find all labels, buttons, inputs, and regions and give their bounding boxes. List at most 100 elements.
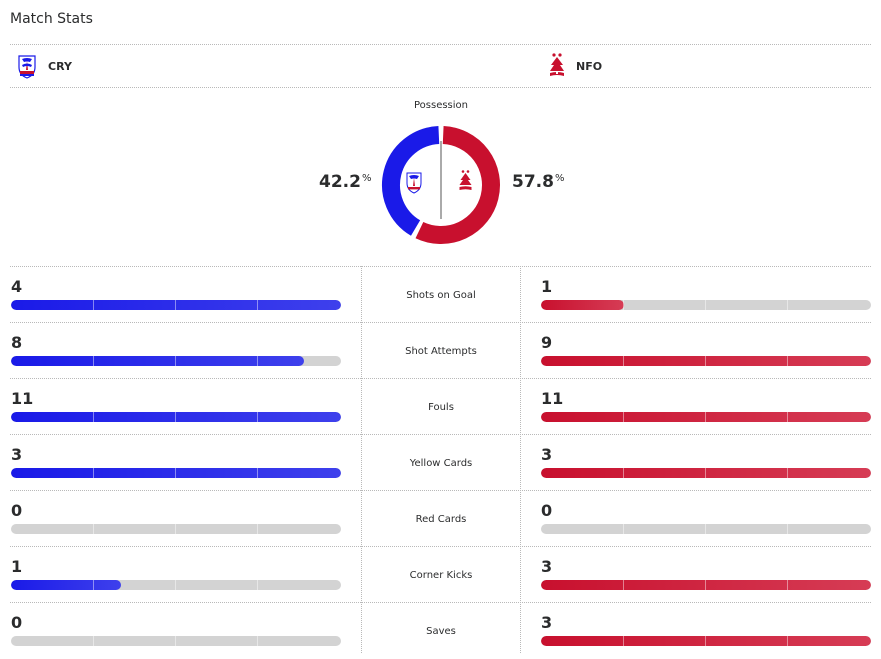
bar-segment-divider bbox=[787, 636, 788, 646]
home-stat-value: 11 bbox=[11, 389, 34, 408]
bar-segment-divider bbox=[257, 412, 258, 422]
home-team-abbr: CRY bbox=[48, 59, 72, 73]
bar-segment-divider bbox=[175, 580, 176, 590]
bar-segment-divider bbox=[787, 300, 788, 310]
bar-segment-divider bbox=[705, 412, 706, 422]
bar-segment-divider bbox=[93, 412, 94, 422]
bar-segment-divider bbox=[705, 468, 706, 478]
stat-row: 0 0 Red Cards bbox=[0, 491, 881, 547]
bar-segment-divider bbox=[175, 636, 176, 646]
crystal-palace-crest-icon bbox=[18, 55, 36, 79]
home-stat-value: 0 bbox=[11, 501, 23, 520]
away-stat-value: 9 bbox=[541, 333, 553, 352]
stat-row: 3 3 Yellow Cards bbox=[0, 435, 881, 491]
bar-segment-divider bbox=[93, 524, 94, 534]
home-stat-bar-fill bbox=[11, 356, 305, 366]
bar-segment-divider bbox=[705, 524, 706, 534]
away-stat-bar bbox=[541, 468, 871, 478]
home-stat-bar bbox=[11, 636, 341, 646]
nottingham-forest-crest-icon bbox=[550, 53, 564, 76]
home-stat-bar bbox=[11, 468, 341, 478]
bar-segment-divider bbox=[93, 468, 94, 478]
home-stat-bar-fill bbox=[11, 468, 341, 478]
stat-label: Saves bbox=[426, 625, 456, 637]
away-team-header: NFO bbox=[547, 53, 602, 79]
match-stats-title: Match Stats bbox=[10, 11, 93, 27]
home-stat-value: 1 bbox=[11, 557, 23, 576]
bar-segment-divider bbox=[257, 524, 258, 534]
column-divider bbox=[520, 266, 521, 653]
home-stat-bar bbox=[11, 356, 341, 366]
divider bbox=[10, 490, 871, 491]
away-stat-bar bbox=[541, 356, 871, 366]
bar-segment-divider bbox=[705, 300, 706, 310]
crystal-palace-crest-icon bbox=[406, 172, 422, 194]
divider bbox=[10, 266, 871, 267]
nottingham-forest-crest-icon bbox=[459, 170, 472, 190]
away-team-abbr: NFO bbox=[576, 59, 603, 73]
away-stat-bar-fill bbox=[541, 636, 871, 646]
stat-row: 1 3 Corner Kicks bbox=[0, 547, 881, 603]
away-stat-bar-fill bbox=[541, 356, 871, 366]
bar-segment-divider bbox=[787, 580, 788, 590]
bar-segment-divider bbox=[623, 636, 624, 646]
away-stat-value: 3 bbox=[541, 613, 553, 632]
bar-segment-divider bbox=[705, 356, 706, 366]
away-stat-bar bbox=[541, 580, 871, 590]
home-team-header: CRY bbox=[15, 53, 72, 79]
bar-segment-divider bbox=[175, 300, 176, 310]
away-possession-arc bbox=[415, 126, 500, 244]
bar-segment-divider bbox=[93, 636, 94, 646]
bar-segment-divider bbox=[705, 580, 706, 590]
away-stat-value: 1 bbox=[541, 277, 553, 296]
bar-segment-divider bbox=[257, 300, 258, 310]
stat-row: 4 1 Shots on Goal bbox=[0, 267, 881, 323]
bar-segment-divider bbox=[787, 412, 788, 422]
bar-segment-divider bbox=[787, 468, 788, 478]
bar-segment-divider bbox=[257, 468, 258, 478]
column-divider bbox=[361, 266, 362, 653]
away-stat-bar-fill bbox=[541, 580, 871, 590]
divider bbox=[10, 546, 871, 547]
away-stat-bar bbox=[541, 300, 871, 310]
bar-segment-divider bbox=[175, 524, 176, 534]
away-stat-bar-fill bbox=[541, 468, 871, 478]
away-stat-value: 11 bbox=[541, 389, 564, 408]
home-stat-bar bbox=[11, 524, 341, 534]
away-stat-bar bbox=[541, 524, 871, 534]
stat-label: Shot Attempts bbox=[405, 345, 477, 357]
divider bbox=[10, 322, 871, 323]
home-stat-bar bbox=[11, 580, 341, 590]
divider bbox=[10, 44, 871, 45]
stat-row: 11 11 Fouls bbox=[0, 379, 881, 435]
divider bbox=[10, 602, 871, 603]
bar-segment-divider bbox=[175, 468, 176, 478]
stat-label: Shots on Goal bbox=[406, 289, 476, 301]
away-stat-value: 0 bbox=[541, 501, 553, 520]
home-stat-value: 4 bbox=[11, 277, 23, 296]
away-stat-bar bbox=[541, 636, 871, 646]
bar-segment-divider bbox=[787, 524, 788, 534]
bar-segment-divider bbox=[93, 356, 94, 366]
bar-segment-divider bbox=[257, 580, 258, 590]
bar-segment-divider bbox=[623, 412, 624, 422]
home-possession-arc bbox=[382, 126, 440, 236]
possession-label: Possession bbox=[413, 100, 469, 111]
home-stat-bar-fill bbox=[11, 412, 341, 422]
divider bbox=[10, 87, 871, 88]
away-possession-value: 57.8% bbox=[512, 172, 565, 192]
stat-row: 0 3 Saves bbox=[0, 603, 881, 659]
possession-donut bbox=[382, 126, 500, 244]
away-stat-bar-fill bbox=[541, 300, 624, 310]
away-stat-bar bbox=[541, 412, 871, 422]
home-stat-bar-fill bbox=[11, 300, 341, 310]
divider bbox=[10, 434, 871, 435]
stat-label: Red Cards bbox=[415, 513, 467, 525]
stat-row: 8 9 Shot Attempts bbox=[0, 323, 881, 379]
stat-label: Fouls bbox=[428, 401, 454, 413]
divider bbox=[10, 378, 871, 379]
bar-segment-divider bbox=[257, 356, 258, 366]
home-stat-bar-fill bbox=[11, 580, 121, 590]
home-stat-bar bbox=[11, 300, 341, 310]
stat-label: Corner Kicks bbox=[409, 569, 473, 581]
